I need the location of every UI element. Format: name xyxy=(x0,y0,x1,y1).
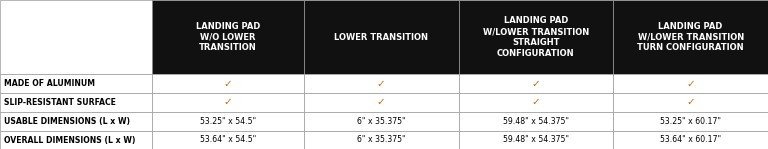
Text: 53.25" x 60.17": 53.25" x 60.17" xyxy=(660,117,721,126)
Bar xyxy=(152,131,304,149)
Bar xyxy=(458,0,614,74)
Bar xyxy=(152,93,304,112)
Bar xyxy=(458,131,614,149)
Bar xyxy=(0,0,152,74)
Text: OVERALL DIMENSIONS (L x W): OVERALL DIMENSIONS (L x W) xyxy=(4,135,135,145)
Bar xyxy=(304,0,458,74)
Text: LANDING PAD
W/LOWER TRANSITION
TURN CONFIGURATION: LANDING PAD W/LOWER TRANSITION TURN CONF… xyxy=(637,22,744,52)
Bar xyxy=(0,93,152,112)
Text: MADE OF ALUMINUM: MADE OF ALUMINUM xyxy=(4,79,95,88)
Text: ✓: ✓ xyxy=(223,79,232,89)
Text: 59.48" x 54.375": 59.48" x 54.375" xyxy=(503,117,569,126)
Bar xyxy=(614,0,768,74)
Bar xyxy=(152,74,304,93)
Bar xyxy=(304,131,458,149)
Text: 53.25" x 54.5": 53.25" x 54.5" xyxy=(200,117,256,126)
Text: ✓: ✓ xyxy=(377,79,386,89)
Bar xyxy=(152,0,304,74)
Bar xyxy=(304,93,458,112)
Text: ✓: ✓ xyxy=(377,97,386,107)
Text: SLIP-RESISTANT SURFACE: SLIP-RESISTANT SURFACE xyxy=(4,98,116,107)
Text: USABLE DIMENSIONS (L x W): USABLE DIMENSIONS (L x W) xyxy=(4,117,130,126)
Text: ✓: ✓ xyxy=(223,97,232,107)
Bar xyxy=(614,74,768,93)
Text: ✓: ✓ xyxy=(531,79,540,89)
Bar xyxy=(0,131,152,149)
Text: 53.64" x 54.5": 53.64" x 54.5" xyxy=(200,135,256,145)
Text: 6" x 35.375": 6" x 35.375" xyxy=(357,117,406,126)
Bar xyxy=(458,74,614,93)
Text: 59.48" x 54.375": 59.48" x 54.375" xyxy=(503,135,569,145)
Text: LANDING PAD
W/O LOWER
TRANSITION: LANDING PAD W/O LOWER TRANSITION xyxy=(196,22,260,52)
Bar xyxy=(458,112,614,131)
Bar xyxy=(0,112,152,131)
Bar xyxy=(304,112,458,131)
Bar xyxy=(614,93,768,112)
Bar xyxy=(152,112,304,131)
Bar xyxy=(304,74,458,93)
Text: ✓: ✓ xyxy=(531,97,540,107)
Bar xyxy=(614,131,768,149)
Bar xyxy=(614,112,768,131)
Text: ✓: ✓ xyxy=(687,97,695,107)
Text: 53.64" x 60.17": 53.64" x 60.17" xyxy=(660,135,721,145)
Bar xyxy=(458,93,614,112)
Bar xyxy=(0,74,152,93)
Text: LOWER TRANSITION: LOWER TRANSITION xyxy=(334,32,428,42)
Text: ✓: ✓ xyxy=(687,79,695,89)
Text: LANDING PAD
W/LOWER TRANSITION
STRAIGHT
CONFIGURATION: LANDING PAD W/LOWER TRANSITION STRAIGHT … xyxy=(483,16,589,58)
Text: 6" x 35.375": 6" x 35.375" xyxy=(357,135,406,145)
